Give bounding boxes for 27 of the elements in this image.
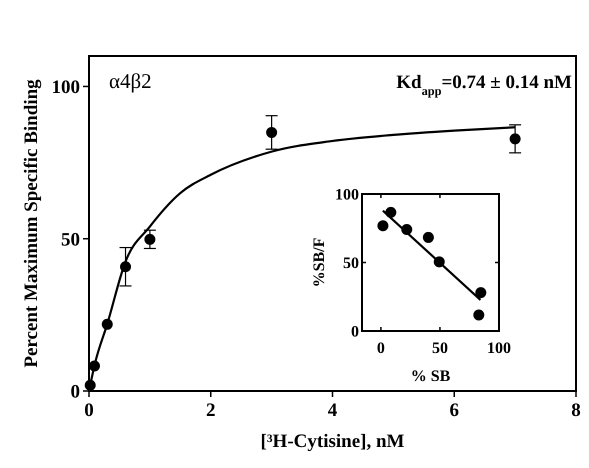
y-tick-label: 0 <box>70 382 80 403</box>
x-tick-label: 4 <box>328 400 338 421</box>
y-tick-label: 100 <box>52 77 80 98</box>
point <box>422 232 434 243</box>
point <box>473 309 484 320</box>
x-axis-title: % SB <box>410 368 451 385</box>
x-tick-label: 0 <box>376 340 385 357</box>
y-axis-title: Percent Maximum Specific Binding <box>21 78 42 368</box>
y-tick-label: 0 <box>351 324 359 341</box>
x-tick-label: 2 <box>206 400 216 421</box>
y-axis-title: %SB/F <box>311 237 328 288</box>
x-tick-label: 50 <box>432 340 448 357</box>
x-tick-label: 100 <box>487 340 511 357</box>
x-tick-label: 6 <box>450 400 459 421</box>
y-tick-label: 50 <box>343 255 359 272</box>
y-tick-label: 100 <box>335 186 359 204</box>
point <box>475 287 486 298</box>
point <box>377 220 388 232</box>
point <box>510 133 521 144</box>
point <box>266 126 278 138</box>
annotation: α4β2 <box>109 69 152 93</box>
x-axis-title: [³H-Cytisine], nM <box>260 431 405 452</box>
y-tick-label: 50 <box>61 229 80 250</box>
point <box>144 234 156 245</box>
x-tick-label: 8 <box>571 400 581 421</box>
annotation: Kd$_{app}$=0.74 ± 0.14 nM <box>396 72 572 98</box>
x-tick-label: 0 <box>84 400 94 421</box>
